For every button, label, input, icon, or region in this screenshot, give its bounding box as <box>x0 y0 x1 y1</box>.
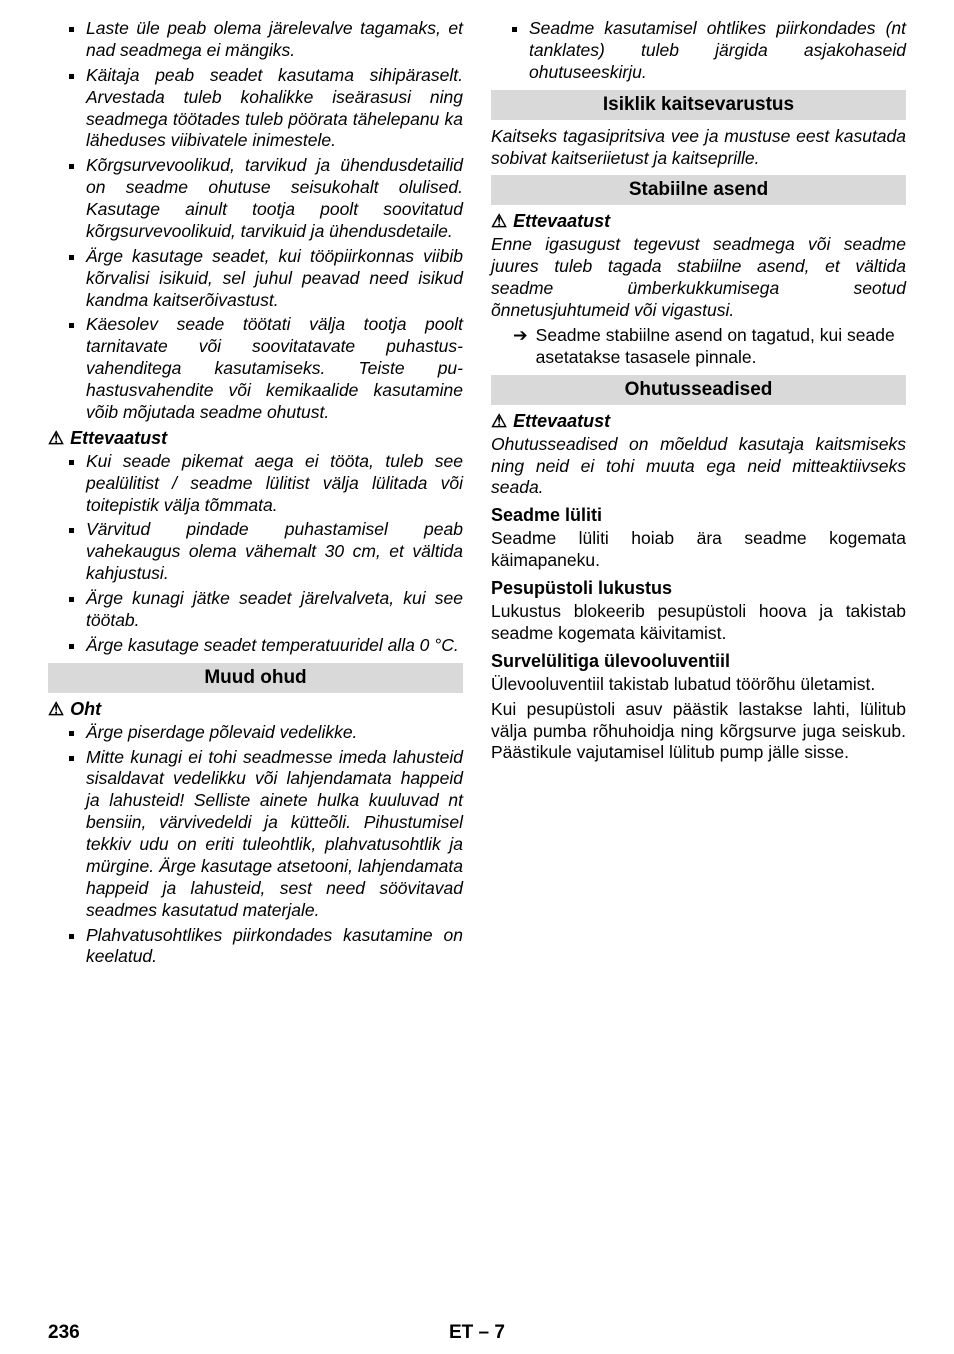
arrow-instruction: ➔ Seadme stabiilne asend on tagatud, kui… <box>513 325 906 369</box>
subheading-spraygun-lock: Pesupüstoli lukustus <box>491 578 906 599</box>
list-item: Plahvatusohtlikes piirkondades kasuta­mi… <box>86 925 463 969</box>
paragraph: Ohutusseadised on mõeldud kasutaja kaits… <box>491 434 906 500</box>
list-item: Seadme kasutamisel ohtlikes piirkon­dade… <box>529 18 906 84</box>
subheading-overflow-valve: Survelülitiga ülevooluventiil <box>491 651 906 672</box>
warning-triangle-icon: ⚠ <box>48 428 64 448</box>
caution-heading: ⚠ Ettevaatust <box>48 428 463 449</box>
caution-heading: ⚠ Ettevaatust <box>491 411 906 432</box>
section-header-stable-position: Stabiilne asend <box>491 175 906 205</box>
paragraph: Seadme lüliti hoiab ära seadme kogemata … <box>491 528 906 572</box>
list-item: Ärge kunagi jätke seadet järelvalveta, k… <box>86 588 463 632</box>
left-column: Laste üle peab olema järelevalve taga­ma… <box>48 18 463 1322</box>
section-header-safety-devices: Ohutusseadised <box>491 375 906 405</box>
list-item: Kõrgsurvevoolikud, tarvikud ja ühen­dusd… <box>86 155 463 243</box>
warning-triangle-icon: ⚠ <box>491 211 507 231</box>
caution-label: Ettevaatust <box>513 211 610 231</box>
paragraph: Lukustus blokeerib pesupüstoli hoova ja … <box>491 601 906 645</box>
page: Laste üle peab olema järelevalve taga­ma… <box>0 0 954 1354</box>
warning-triangle-icon: ⚠ <box>48 699 64 719</box>
paragraph: Kaitseks tagasipritsiva vee ja mustuse e… <box>491 126 906 170</box>
list-item: Värvitud pindade puhastamisel peab vahek… <box>86 519 463 585</box>
list-item: Käesolev seade töötati välja tootja pool… <box>86 314 463 423</box>
warning-triangle-icon: ⚠ <box>491 411 507 431</box>
page-footer: 236 ET – 7 000 <box>48 1322 906 1344</box>
paragraph: Enne igasugust tegevust seadmega või sea… <box>491 234 906 322</box>
section-header-other-hazards: Muud ohud <box>48 663 463 693</box>
language-page-indicator: ET – 7 <box>449 1322 505 1344</box>
section-header-personal-protection: Isiklik kaitsevarustus <box>491 90 906 120</box>
arrow-right-icon: ➔ <box>513 325 528 369</box>
danger-label: Oht <box>70 699 101 719</box>
left-bullets-1: Laste üle peab olema järelevalve taga­ma… <box>48 18 463 424</box>
caution-heading: ⚠ Ettevaatust <box>491 211 906 232</box>
list-item: Kui seade pikemat aega ei tööta, tuleb s… <box>86 451 463 517</box>
list-item: Ärge piserdage põlevaid vedelikke. <box>86 722 463 744</box>
caution-label: Ettevaatust <box>513 411 610 431</box>
list-item: Laste üle peab olema järelevalve taga­ma… <box>86 18 463 62</box>
left-bullets-3: Ärge piserdage põlevaid vedelikke. Mitte… <box>48 722 463 969</box>
list-item: Käitaja peab seadet kasutama sihipära­se… <box>86 65 463 153</box>
list-item: Mitte kunagi ei tohi seadmesse imeda lah… <box>86 747 463 922</box>
right-bullets-top: Seadme kasutamisel ohtlikes piirkon­dade… <box>491 18 906 84</box>
subheading-device-switch: Seadme lüliti <box>491 505 906 526</box>
right-column: Seadme kasutamisel ohtlikes piirkon­dade… <box>491 18 906 1322</box>
list-item: Ärge kasutage seadet temperatuuridel all… <box>86 635 463 657</box>
columns: Laste üle peab olema järelevalve taga­ma… <box>48 18 906 1322</box>
paragraph: Kui pesupüstoli asuv päästik lastakse la… <box>491 699 906 765</box>
list-item: Ärge kasutage seadet, kui tööpiirkon­nas… <box>86 246 463 312</box>
danger-heading: ⚠ Oht <box>48 699 463 720</box>
arrow-text: Seadme stabiilne asend on tagatud, kui s… <box>536 325 906 369</box>
caution-label: Ettevaatust <box>70 428 167 448</box>
paragraph: Ülevooluventiil takistab lubatud töörõhu… <box>491 674 906 696</box>
left-bullets-2: Kui seade pikemat aega ei tööta, tuleb s… <box>48 451 463 657</box>
page-number: 236 <box>48 1322 80 1344</box>
